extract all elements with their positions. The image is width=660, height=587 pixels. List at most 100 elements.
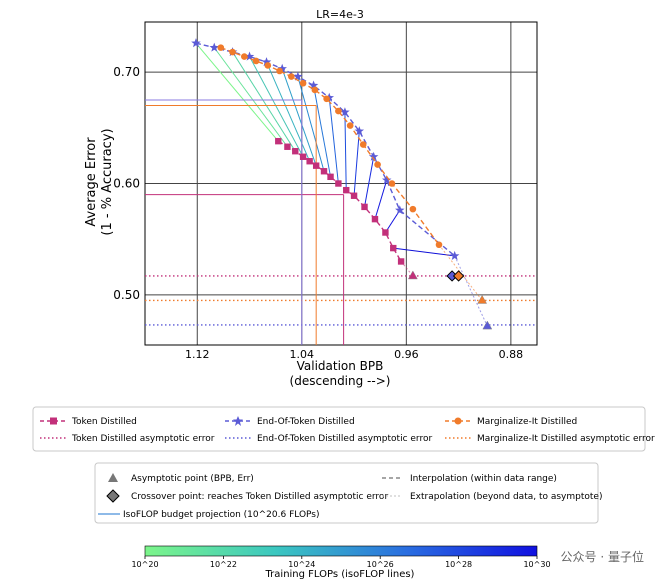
legend-box-extra [94,462,599,524]
data-point [335,180,342,187]
legend-label-extra: Crossover point: reaches Token Distilled… [131,492,388,502]
legend-box-series [32,406,646,452]
data-point [306,158,313,165]
colorbar-tick-label: 10^20 [131,560,158,569]
isoflop-line [313,85,332,177]
colorbar-label: Training FLOPs (isoFLOP lines) [265,569,415,580]
legend-label-series: Marginalize-It Distilled [477,417,577,427]
y-tick-label: 0.50 [113,288,140,302]
asymptotic-point [407,270,418,280]
plot-area: 1.12 1.04 0.96 0.88 0.50 0.60 0.70 [113,21,538,361]
data-point [229,48,236,56]
data-point [299,153,307,160]
colorbar-gradient [144,545,538,557]
data-point [371,215,379,223]
isoflop-line [328,97,339,184]
data-point [275,137,282,145]
data-point [276,67,283,75]
data-point [241,53,248,60]
isoflop-line [385,209,401,233]
colorbar: 10^20 10^22 10^24 10^26 10^28 10^30 [131,545,551,569]
y-axis-label: Average Error [84,137,99,227]
data-point [292,148,299,155]
data-point [209,42,220,52]
data-point [350,192,358,199]
data-point [354,126,365,136]
isoflop-line [344,112,347,191]
data-point [327,173,334,181]
data-point [252,57,260,65]
x-tick-label: 1.04 [290,348,315,361]
legend-label-extra: IsoFLOP budget projection (10^20.6 FLOPs… [123,510,320,520]
data-point [449,250,460,260]
data-point [361,203,368,211]
isoflop-line [353,131,360,196]
data-point [397,258,405,265]
isoflop-line [364,156,375,207]
colorbar-tick-label: 10^30 [523,560,550,569]
asymptotic-point [482,320,493,330]
plot-frame [144,21,538,346]
data-point [320,168,328,175]
data-point [335,107,342,115]
data-point [409,205,417,213]
legend-label-asymptotic: Marginalize-It Distilled asymptotic erro… [477,434,655,444]
data-point [217,44,225,51]
isoflop-line [374,180,388,220]
chart-title: LR=4e-3 [316,8,364,21]
y-tick-label: 0.60 [113,177,140,191]
x-tick-label: 0.96 [394,348,419,361]
colorbar-tick-label: 10^28 [445,560,472,569]
data-point [244,51,255,61]
data-point [308,80,319,90]
isoflop-line [281,68,317,166]
data-point [390,244,397,252]
isoflop-line [195,42,279,142]
colorbar-tick-label: 10^26 [367,560,394,569]
diamond-icon [106,489,120,503]
legend-label-extra: Interpolation (within data range) [410,474,557,484]
data-point [293,71,303,81]
x-axis-label: Validation BPB [297,359,384,373]
data-point [312,162,320,169]
series-line [277,140,402,262]
extrapolation-line [400,261,414,277]
data-point [261,57,272,67]
data-point [340,107,350,117]
legend-marker [233,416,243,426]
isoflop-line [393,247,455,257]
isoflop-line [266,61,311,162]
triangle-icon [108,473,118,482]
data-point [435,241,443,249]
legend-label-series: Token Distilled [71,417,137,427]
data-point [382,229,389,236]
data-point [299,79,307,87]
isoflop-line [213,47,288,148]
colorbar-tick-label: 10^24 [288,560,315,569]
data-point [277,63,287,73]
data-point [311,86,319,94]
colorbar-tick-label: 10^22 [210,560,237,569]
isoflop-line [249,56,304,158]
legend-marker [50,417,57,425]
data-point [359,141,367,148]
asymptotic-point [477,294,488,304]
legend-label-asymptotic: Token Distilled asymptotic error [71,434,215,444]
data-point [284,143,291,150]
legend-label-asymptotic: End-Of-Token Distilled asymptotic error [257,434,432,444]
series-line [220,46,440,246]
x-axis-sublabel: (descending -->) [290,374,391,388]
watermark: 公众号 · 量子位 [560,550,644,564]
legend-label-extra: Extrapolation (beyond data, to asymptote… [410,492,602,502]
legend-label-series: End-Of-Token Distilled [257,417,355,427]
data-point [395,205,405,215]
crossover-point [452,270,465,282]
x-tick-label: 1.12 [185,348,210,361]
isoflop-line [232,51,296,152]
y-axis-sublabel: (1 - % Accuracy) [100,128,115,235]
data-point [323,95,330,103]
x-tick-label: 0.88 [499,348,524,361]
data-point [368,151,379,161]
isoflop-line [297,76,325,172]
